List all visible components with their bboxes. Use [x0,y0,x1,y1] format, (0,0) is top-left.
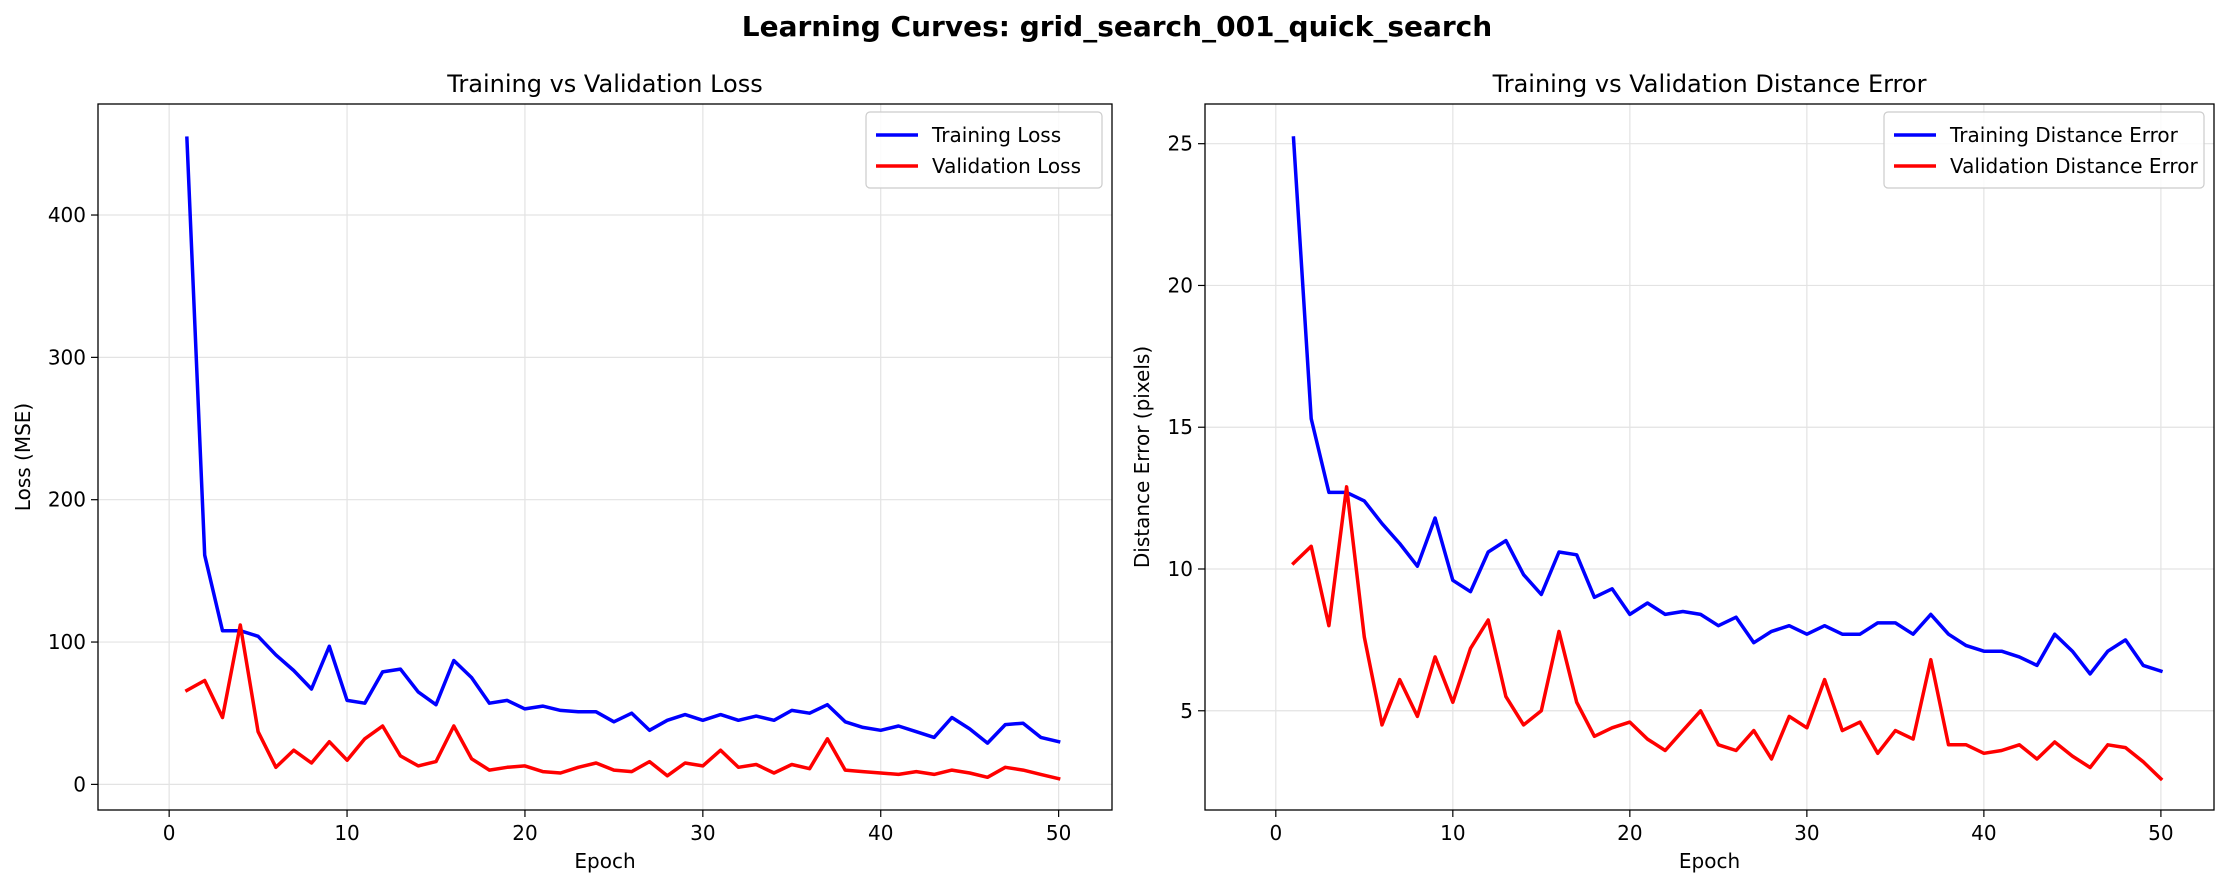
figure-title: Learning Curves: grid_search_001_quick_s… [742,10,1492,43]
chart2-legend: Training Distance Error Validation Distan… [1883,111,2205,189]
chart2-legend-label-1: Validation Distance Error [1950,154,2198,178]
chart2-x-tick-label-4: 40 [1971,821,1996,845]
chart2-x-tick-label-1: 10 [1440,821,1465,845]
chart1-legend-label-1: Validation Loss [932,154,1081,178]
chart1-y-tick-label-0: 0 [73,772,86,796]
chart1-axes-frame [97,103,1113,811]
chart2-x-axis-label: Epoch [1679,849,1740,873]
chart1-y-axis-label: Loss (MSE) [11,403,35,511]
chart1-x-tick-label-5: 50 [1046,821,1071,845]
chart2-x-tick-label-5: 50 [2148,821,2173,845]
chart2-title: Training vs Validation Distance Error [1492,70,1927,98]
chart2-series-line-training [1291,136,2164,676]
chart2-x-tick-label-0: 0 [1269,821,1282,845]
chart1-legend: Training Loss Validation Loss [865,111,1103,189]
chart1-y-tick-label-3: 300 [48,345,86,369]
chart2-series-line-validation [1291,485,2164,782]
chart1-series-line-training [185,136,1061,745]
chart2-y-tick-label-3: 20 [1168,273,1193,297]
chart2-y-tick-label-1: 10 [1168,557,1193,581]
chart2-y-tick-label-0: 5 [1180,699,1193,723]
chart1-x-tick-label-0: 0 [163,821,176,845]
chart2-y-tick-label-4: 25 [1168,132,1193,156]
chart1-series-line-validation [184,623,1061,781]
chart1-y-tick-label-2: 200 [48,488,86,512]
chart1-title: Training vs Validation Loss [446,70,762,98]
distance-error-chart-panel: 0 10 20 30 40 50 5 10 15 20 25 Training vs Validati… [1130,70,2215,873]
chart1-legend-label-0: Training Loss [931,123,1061,147]
chart2-axes-frame [1204,103,2215,811]
chart1-x-tick-label-4: 40 [868,821,893,845]
chart2-x-tick-label-2: 20 [1617,821,1642,845]
chart2-legend-label-0: Training Distance Error [1949,123,2179,147]
chart1-legend-box [865,111,1103,189]
chart1-y-tick-label-1: 100 [48,630,86,654]
chart1-x-axis-label: Epoch [574,849,635,873]
chart2-legend-box [1883,111,2205,189]
chart1-x-tick-label-2: 20 [512,821,537,845]
chart1-y-tick-label-4: 400 [48,203,86,227]
chart2-y-tick-label-2: 15 [1168,415,1193,439]
chart1-x-tick-label-1: 10 [334,821,359,845]
chart1-x-tick-label-3: 30 [690,821,715,845]
chart2-x-tick-label-3: 30 [1794,821,1819,845]
chart2-y-axis-label: Distance Error (pixels) [1130,346,1154,568]
loss-chart-panel: 0 10 20 30 40 50 0 100 200 300 400 Training vs Vali… [11,70,1113,873]
